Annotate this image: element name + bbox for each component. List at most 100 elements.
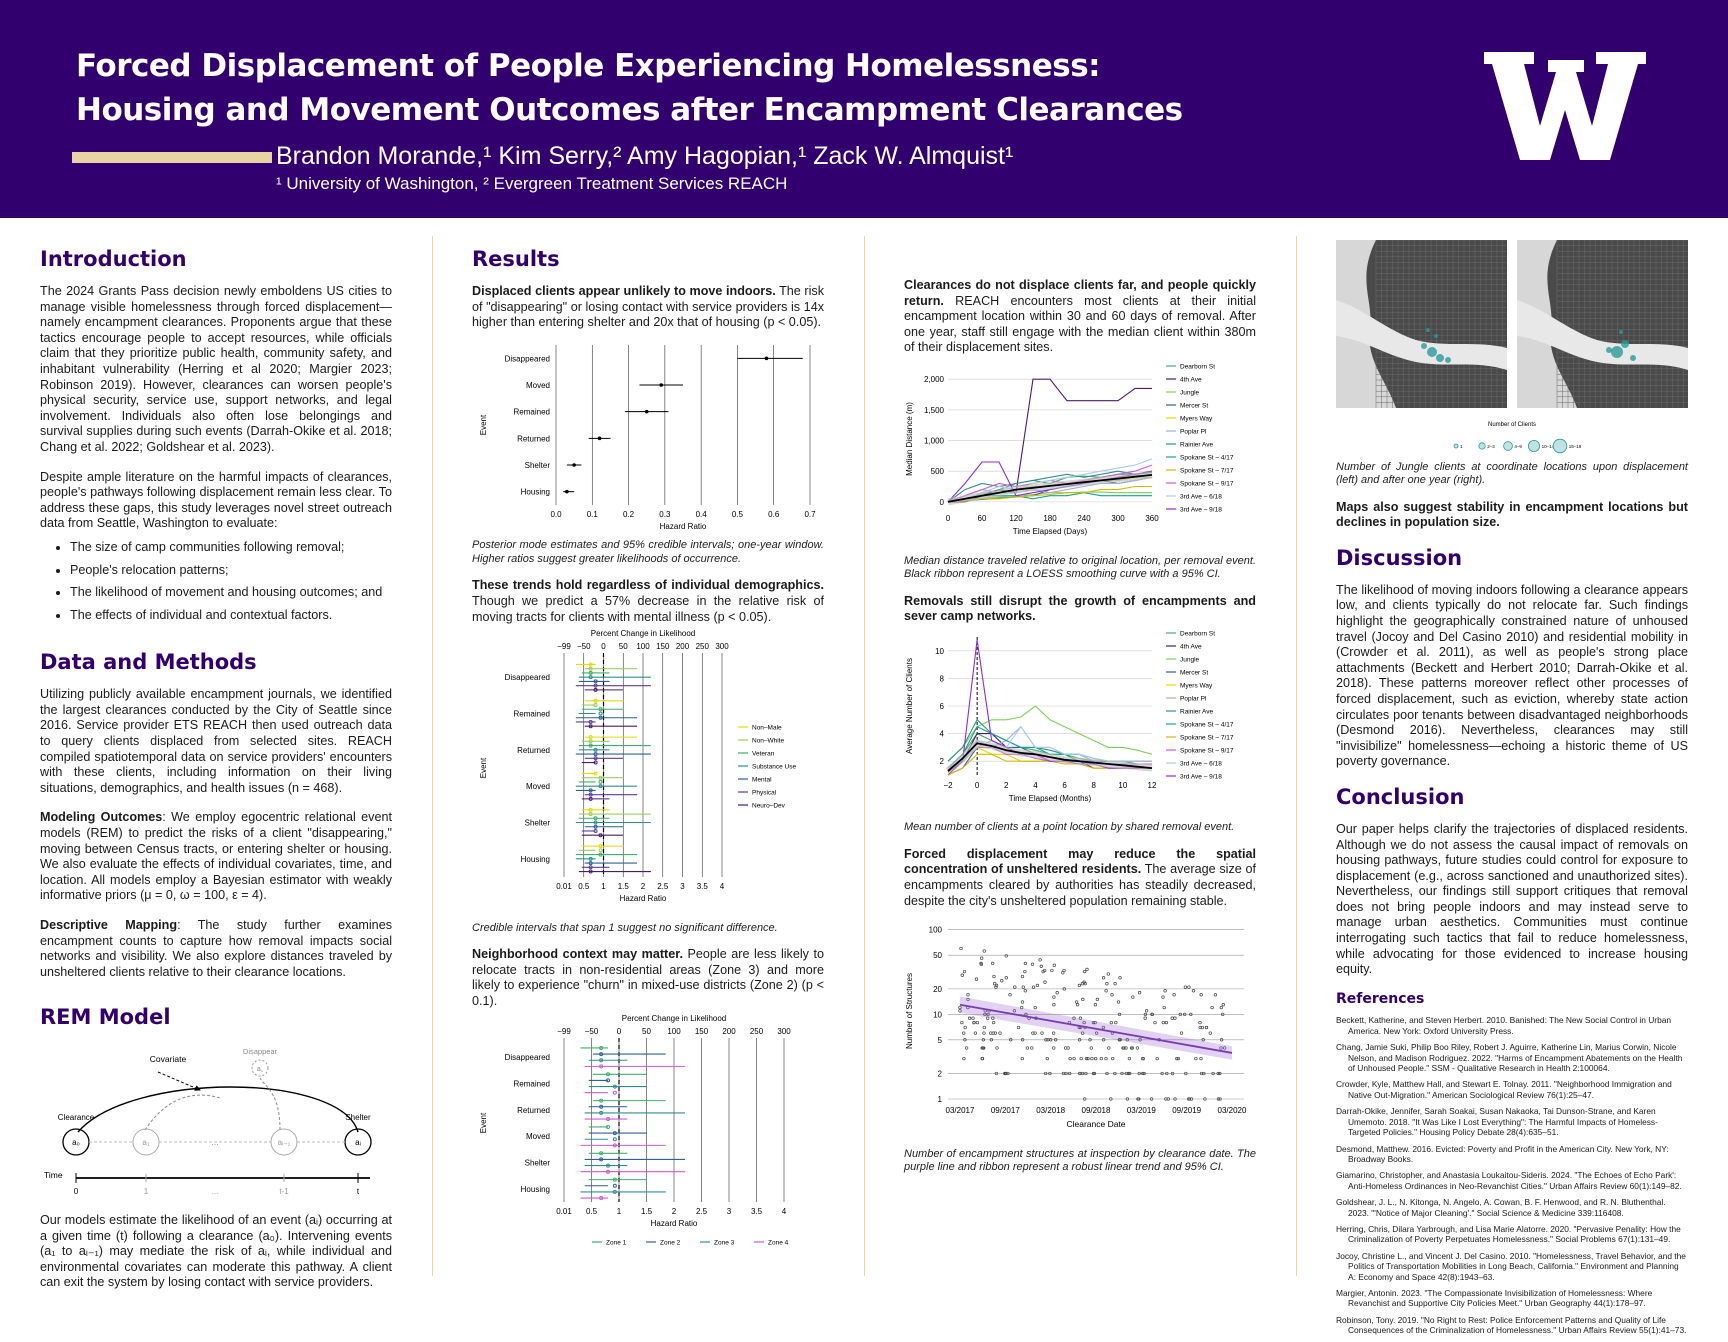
authors: Brandon Morande,¹ Kim Serry,² Amy Hagopi… bbox=[276, 142, 1014, 170]
x-tick-label: 0.1 bbox=[587, 510, 599, 519]
estimate-point bbox=[593, 771, 598, 776]
dashed-arc bbox=[259, 1078, 281, 1131]
methods-paragraph-2: Modeling Outcomes: We employ egocentric … bbox=[40, 810, 392, 904]
legend-label: Dearborn St bbox=[1180, 363, 1215, 370]
clearance-label: Clearance bbox=[58, 1113, 95, 1122]
data-point bbox=[1105, 1072, 1109, 1076]
uw-logo bbox=[1484, 52, 1646, 160]
column-1: Introduction The 2024 Grants Pass decisi… bbox=[40, 240, 392, 1305]
results-paragraph-3: Neighborhood context may matter. People … bbox=[472, 947, 824, 1009]
top-axis-title: Percent Change in Likelihood bbox=[622, 1014, 727, 1023]
y-tick-label: 500 bbox=[931, 467, 945, 476]
data-point bbox=[967, 1016, 972, 1021]
data-point bbox=[1144, 1009, 1149, 1013]
data-point bbox=[1080, 1031, 1085, 1035]
data-point bbox=[1093, 1003, 1098, 1007]
estimate-point bbox=[612, 1183, 617, 1188]
data-point bbox=[1104, 989, 1108, 993]
y-axis-title: Event bbox=[479, 414, 488, 435]
reference-item: Desmond, Matthew. 2016. Evicted: Poverty… bbox=[1336, 1143, 1669, 1164]
data-point bbox=[1128, 1072, 1132, 1076]
data-point bbox=[993, 1031, 998, 1035]
water-area bbox=[1517, 300, 1688, 370]
intro-list: The size of camp communities following r… bbox=[40, 540, 392, 623]
data-point bbox=[1219, 1038, 1224, 1042]
estimate-point bbox=[612, 1143, 617, 1148]
reference-item: Jocoy, Christine L., and Vincent J. Del … bbox=[1336, 1250, 1686, 1282]
y-tick-label: 5 bbox=[938, 1036, 943, 1045]
map-legend-label: 2–3 bbox=[1487, 444, 1495, 449]
results-paragraph-1: Displaced clients appear unlikely to mov… bbox=[472, 284, 824, 331]
references-heading: References bbox=[1336, 990, 1425, 1007]
estimate-point bbox=[598, 775, 603, 780]
estimate-point bbox=[588, 675, 593, 680]
seattle-maps: Number of Clients 1 2–3 4–9 10–14 15–19 bbox=[1336, 239, 1688, 454]
top-tick-label: 150 bbox=[695, 1027, 709, 1036]
poster-header: Forced Displacement of People Experienci… bbox=[0, 0, 1728, 218]
data-point bbox=[1038, 958, 1042, 962]
data-point bbox=[1149, 1097, 1154, 1101]
data-point bbox=[1121, 1046, 1125, 1050]
legend-label: Spokane St – 9/17 bbox=[1180, 480, 1234, 487]
client-location bbox=[1445, 357, 1451, 363]
data-point bbox=[1013, 985, 1017, 989]
legend-label: Zone 1 bbox=[606, 1239, 627, 1246]
data-point bbox=[1003, 1072, 1008, 1076]
x-tick-label: 2 bbox=[1004, 781, 1009, 790]
x-tick-label: 0.01 bbox=[556, 1207, 572, 1216]
column-divider bbox=[1296, 236, 1297, 1276]
y-tick-label: 10 bbox=[935, 647, 944, 656]
x-axis-title: Hazard Ratio bbox=[660, 522, 707, 531]
estimate-point bbox=[588, 739, 593, 744]
median-distance-chart: 0 500 1,000 1,500 2,000 0 60 120 180 240 300 360 Tim… bbox=[905, 363, 1234, 536]
data-point bbox=[1200, 1026, 1204, 1030]
column-divider bbox=[432, 236, 433, 1276]
data-point bbox=[1068, 1072, 1072, 1076]
x-tick-label: 60 bbox=[978, 514, 987, 523]
data-point bbox=[1020, 1057, 1024, 1061]
column-4: Number of Clients 1 2–3 4–9 10–14 15–19 Numbe… bbox=[1336, 239, 1688, 1342]
results-lead-1: Displaced clients appear unlikely to mov… bbox=[472, 284, 776, 298]
estimate-point bbox=[598, 715, 603, 720]
data-point bbox=[1083, 970, 1087, 974]
data-point bbox=[986, 1012, 990, 1017]
data-point bbox=[1120, 1072, 1124, 1076]
data-point bbox=[1039, 964, 1043, 969]
col3-lead-3: Forced displacement may reduce the spati… bbox=[904, 846, 1256, 877]
disappear-label: Disappear bbox=[243, 1047, 278, 1056]
data-point bbox=[1012, 1009, 1017, 1013]
data-point bbox=[991, 1016, 995, 1021]
data-point bbox=[1089, 1046, 1093, 1050]
legend-label: Physical bbox=[752, 790, 777, 797]
client-location bbox=[1619, 330, 1623, 334]
rem-heading: REM Model bbox=[40, 1005, 171, 1030]
data-point bbox=[992, 975, 996, 979]
estimate-point bbox=[599, 1104, 604, 1109]
x-tick-label: 09/2018 bbox=[1082, 1106, 1111, 1115]
top-tick-label: 300 bbox=[777, 1027, 791, 1036]
estimate-point bbox=[588, 797, 593, 802]
legend-label: Jungle bbox=[1180, 389, 1200, 396]
y-tick-label: 2,000 bbox=[924, 375, 945, 384]
tick-1: 1 bbox=[144, 1187, 149, 1196]
x-tick-label: 3.5 bbox=[697, 882, 709, 891]
x-tick-label: 1 bbox=[617, 1207, 622, 1216]
estimate-point bbox=[599, 1051, 604, 1056]
legend-label: Non–Male bbox=[752, 725, 782, 732]
y-tick-label: Disappeared bbox=[505, 354, 550, 363]
data-point bbox=[1221, 1012, 1225, 1017]
data-point bbox=[1051, 1031, 1056, 1035]
estimate-point bbox=[764, 356, 769, 360]
map-legend-symbol bbox=[1453, 443, 1459, 449]
x-tick-label: 12 bbox=[1148, 781, 1157, 790]
data-point bbox=[1187, 985, 1191, 989]
client-location bbox=[1630, 355, 1636, 361]
x-axis-title: Hazard Ratio bbox=[620, 894, 667, 903]
data-point bbox=[1199, 1072, 1204, 1076]
data-point bbox=[1219, 1006, 1223, 1010]
data-point bbox=[1137, 991, 1142, 995]
x-axis-title: Hazard Ratio bbox=[651, 1219, 698, 1228]
legend-label: Spokane St – 9/17 bbox=[1180, 747, 1234, 754]
data-point bbox=[979, 961, 983, 966]
reference-item: Robinson, Tony. 2019. "No Right to Rest:… bbox=[1336, 1314, 1687, 1336]
